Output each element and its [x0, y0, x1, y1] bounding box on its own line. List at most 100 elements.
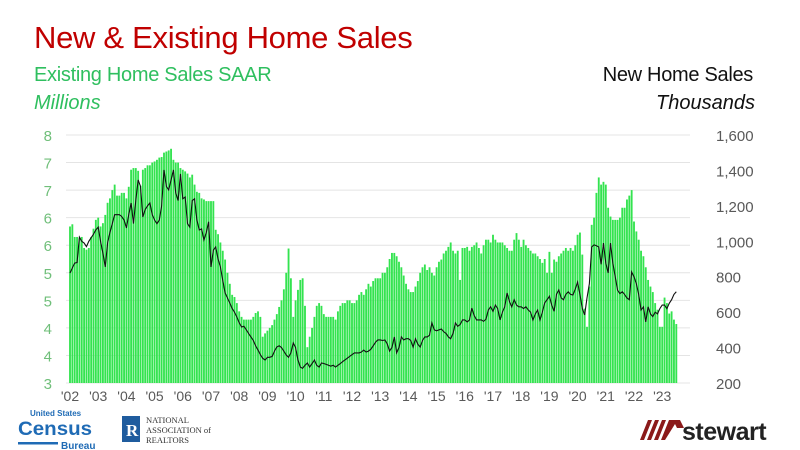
existing-sales-bar [668, 313, 671, 383]
existing-sales-bar [614, 219, 617, 383]
census-logo-line3: Bureau [61, 441, 95, 450]
existing-sales-bar [541, 262, 544, 383]
existing-sales-bar [626, 199, 628, 383]
existing-sales-bar [647, 279, 650, 383]
existing-sales-bar [193, 184, 196, 383]
right-tick-label: 1,400 [716, 163, 754, 180]
existing-sales-bar [593, 217, 595, 383]
existing-sales-bar [92, 228, 95, 383]
existing-sales-bar [405, 283, 407, 383]
existing-sales-bar [341, 303, 344, 383]
existing-sales-bar [259, 316, 262, 383]
existing-sales-bar [407, 289, 410, 383]
existing-sales-bar [156, 159, 158, 383]
existing-sales-bar [463, 247, 466, 383]
existing-sales-bar [329, 316, 332, 383]
existing-sales-bar [576, 234, 579, 383]
x-tick-label: '11 [315, 388, 332, 404]
existing-sales-bar [553, 259, 556, 383]
existing-sales-bar [412, 292, 415, 383]
existing-sales-bars [69, 148, 678, 383]
existing-sales-bar [322, 314, 325, 383]
existing-sales-bar [630, 190, 633, 383]
nar-badge: R [126, 421, 139, 440]
existing-sales-bar [153, 161, 156, 383]
existing-sales-bar [452, 250, 454, 383]
existing-sales-bar [485, 239, 487, 383]
existing-sales-bar [325, 316, 328, 383]
existing-sales-bar [651, 292, 654, 383]
existing-sales-bar [595, 192, 598, 383]
x-tick-label: '16 [456, 388, 474, 404]
left-tick-label: 6 [44, 211, 52, 228]
existing-sales-bar [663, 297, 666, 383]
existing-sales-bar [475, 242, 478, 383]
stewart-logo: stewart [640, 418, 768, 444]
existing-sales-bar [611, 219, 614, 383]
x-tick-label: '20 [568, 388, 586, 404]
existing-sales-bar [602, 181, 605, 383]
x-tick-label: '21 [597, 388, 615, 404]
existing-sales-bar [489, 242, 492, 383]
existing-sales-bar [120, 192, 123, 383]
existing-sales-bar [205, 201, 208, 383]
existing-sales-bar [289, 278, 292, 383]
existing-sales-bar [90, 236, 93, 383]
existing-sales-bar [99, 226, 102, 383]
existing-sales-bar [550, 272, 553, 383]
existing-sales-bar [661, 326, 664, 383]
existing-sales-bar [127, 186, 130, 383]
existing-sales-bar [184, 171, 187, 383]
existing-sales-bar [621, 207, 624, 383]
existing-sales-bar [174, 162, 177, 383]
left-axis-unit: Millions [34, 92, 101, 114]
existing-sales-bar [506, 247, 509, 383]
existing-sales-bar [400, 267, 403, 383]
existing-sales-bar [644, 267, 647, 383]
existing-sales-bar [438, 261, 440, 383]
existing-sales-bar [419, 272, 422, 383]
existing-sales-bar [656, 309, 659, 383]
existing-sales-bar [557, 256, 560, 383]
existing-sales-bar [285, 272, 288, 383]
existing-sales-bar [69, 226, 71, 383]
existing-sales-bar [513, 239, 516, 383]
x-tick-label: '22 [625, 388, 643, 404]
existing-sales-bar [113, 184, 116, 383]
existing-sales-bar [144, 168, 147, 383]
existing-sales-bar [116, 195, 118, 383]
existing-sales-bar [642, 256, 645, 383]
existing-sales-bar [301, 278, 304, 383]
right-axis-ticks: 1,600 1,400 1,200 1,000 800 600 400 200 [716, 128, 754, 393]
existing-sales-bar [616, 219, 619, 383]
existing-sales-bar [336, 311, 339, 383]
existing-sales-bar [546, 272, 548, 383]
existing-sales-bar [470, 246, 473, 383]
left-series-title: Existing Home Sales SAAR [34, 64, 272, 86]
existing-sales-bar [247, 319, 250, 383]
left-axis-ticks: 8 7 7 6 6 5 5 4 4 3 [44, 128, 52, 393]
existing-sales-bar [637, 239, 640, 383]
existing-sales-bar [466, 246, 469, 383]
right-tick-label: 1,000 [716, 234, 754, 251]
existing-sales-bar [673, 319, 675, 383]
existing-sales-bar [402, 275, 405, 383]
existing-sales-bar [560, 253, 563, 383]
existing-sales-bar [456, 250, 459, 383]
existing-sales-bar [346, 300, 349, 383]
existing-sales-bar [658, 326, 661, 383]
existing-sales-bar [569, 247, 572, 383]
existing-sales-bar [224, 259, 227, 383]
existing-sales-bar [238, 311, 241, 383]
existing-sales-bar [461, 247, 464, 383]
existing-sales-bar [97, 217, 100, 383]
existing-sales-bar [365, 289, 368, 383]
existing-sales-bar [482, 245, 485, 383]
x-tick-label: '07 [202, 388, 220, 404]
x-tick-label: '15 [427, 388, 445, 404]
left-tick-label: 4 [44, 348, 52, 365]
existing-sales-bar [83, 247, 86, 383]
existing-sales-bar [151, 162, 154, 383]
existing-sales-bar [430, 272, 433, 383]
existing-sales-bar [231, 294, 234, 383]
